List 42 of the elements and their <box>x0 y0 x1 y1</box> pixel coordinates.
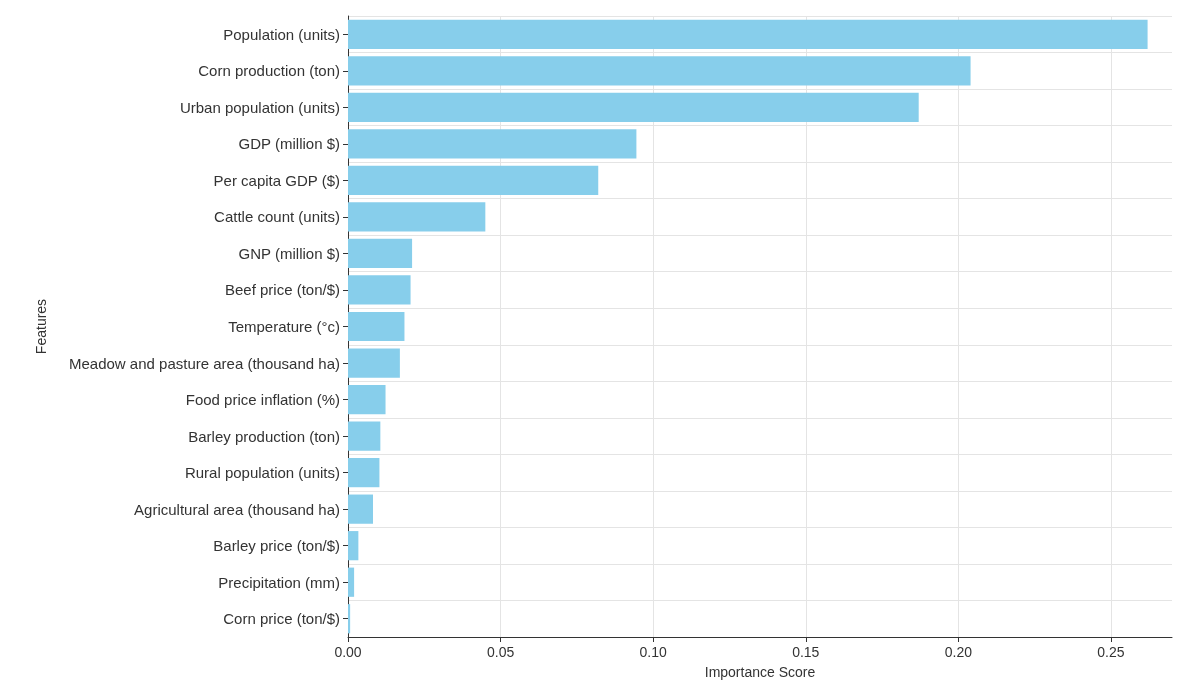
bar <box>348 567 355 597</box>
bar <box>348 384 386 415</box>
y-tick-label: Barley production (ton) <box>188 427 340 445</box>
bar <box>348 494 374 524</box>
y-tick-label: Beef price (ton/$) <box>224 281 340 299</box>
x-tick-label: 0.15 <box>792 644 820 660</box>
y-tick-label: Population (units) <box>223 25 340 43</box>
y-tick-label: Agricultural area (thousand ha) <box>134 500 340 518</box>
bar <box>348 19 1148 49</box>
y-tick-label: Corn price (ton/$) <box>223 610 340 628</box>
y-tick-label: GDP (million $) <box>238 135 340 153</box>
bar <box>348 458 380 488</box>
x-tick-label: 0.20 <box>944 644 973 660</box>
x-tick-label: 0.05 <box>486 644 515 660</box>
x-tick-label: 0.00 <box>334 644 362 660</box>
bar <box>348 348 400 378</box>
bar <box>348 56 971 86</box>
y-tick-label: Barley price (ton/$) <box>213 537 340 555</box>
bar <box>348 531 359 561</box>
y-tick-label: Per capita GDP ($) <box>213 171 340 189</box>
bar <box>348 421 381 451</box>
x-tick-label: 0.10 <box>639 644 668 660</box>
y-tick-label: Cattle count (units) <box>214 208 340 226</box>
bar <box>348 311 405 342</box>
y-tick-label: Food price inflation (%) <box>185 391 340 409</box>
y-axis-title: Features <box>33 298 49 355</box>
y-tick-label: Urban population (units) <box>179 98 340 116</box>
y-tick-label: Meadow and pasture area (thousand ha) <box>68 354 340 372</box>
bar <box>348 604 351 634</box>
bar <box>348 275 411 305</box>
bar <box>348 238 413 269</box>
y-tick-label: Rural population (units) <box>184 464 340 482</box>
x-axis-title: Importance Score <box>704 664 816 680</box>
y-tick-label: Corn production (ton) <box>198 62 340 80</box>
y-tick-label: Precipitation (mm) <box>218 573 340 591</box>
bar <box>348 202 486 232</box>
x-tick-label: 0.25 <box>1097 644 1125 660</box>
bar <box>348 165 599 195</box>
bar <box>348 92 919 122</box>
bar <box>348 129 637 159</box>
y-tick-label: Temperature (°c) <box>228 318 340 335</box>
y-tick-label: GNP (million $) <box>238 244 340 262</box>
